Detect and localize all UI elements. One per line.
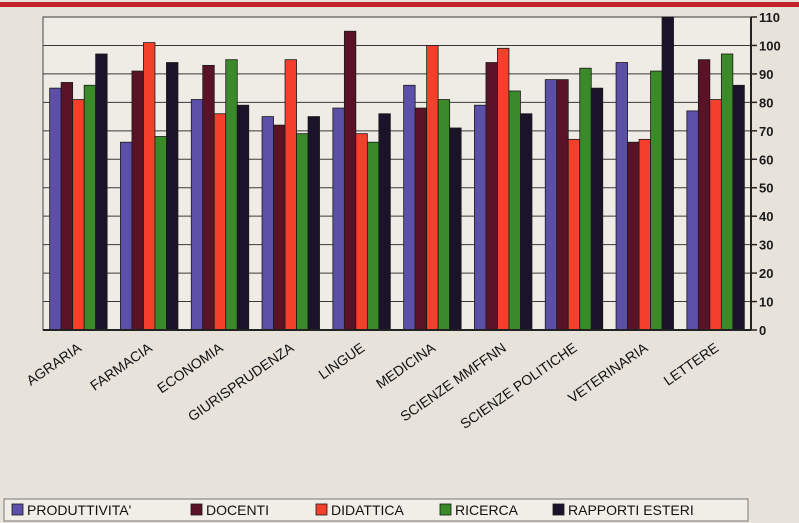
bar	[579, 67, 592, 331]
bar	[236, 104, 250, 331]
bar	[544, 79, 558, 331]
bar	[225, 59, 238, 331]
bar	[556, 79, 569, 331]
bar	[95, 53, 108, 331]
legend-swatch	[11, 503, 24, 516]
bar	[567, 138, 581, 331]
y-tick-label: 100	[759, 38, 781, 53]
legend-entry: RAPPORTI ESTERI	[568, 502, 694, 518]
y-tick-label: 50	[759, 181, 773, 196]
legend-swatch	[190, 503, 203, 516]
bar	[732, 84, 745, 331]
y-tick-label: 40	[759, 209, 773, 224]
bar	[414, 107, 428, 331]
bar	[72, 99, 85, 331]
y-tick-label: 60	[759, 152, 773, 167]
y-tick-label: 20	[759, 266, 773, 281]
y-tick-label: 90	[759, 67, 773, 82]
y-tick-label: 70	[759, 124, 773, 139]
bar	[190, 99, 204, 331]
legend-swatch	[552, 503, 565, 516]
bar	[615, 62, 628, 331]
bar	[49, 87, 62, 331]
bar	[296, 133, 309, 331]
bar	[720, 53, 734, 331]
bar	[520, 113, 533, 331]
bar	[474, 104, 487, 331]
bar	[213, 113, 227, 331]
bar	[697, 59, 711, 331]
bar	[60, 82, 74, 331]
bar	[426, 45, 439, 331]
bar	[661, 16, 674, 331]
bar	[627, 141, 640, 331]
bar	[366, 141, 380, 331]
legend-swatch	[315, 503, 328, 516]
bar	[261, 116, 274, 331]
y-tick-label: 0	[759, 323, 766, 338]
y-tick-label: 80	[759, 95, 773, 110]
bar	[355, 133, 368, 331]
bar	[497, 47, 510, 331]
legend-swatch	[439, 503, 452, 516]
bar	[154, 136, 167, 331]
bar	[686, 110, 699, 331]
bar	[709, 99, 722, 331]
bar	[143, 42, 156, 331]
legend-entry: PRODUTTIVITA'	[27, 502, 131, 518]
y-tick-label: 110	[759, 10, 780, 25]
bar	[403, 84, 416, 331]
bar	[343, 30, 357, 331]
bar	[449, 127, 462, 331]
bar	[120, 141, 133, 331]
bar	[131, 70, 144, 331]
bar	[83, 84, 97, 331]
bar	[332, 107, 345, 331]
y-tick-label: 30	[759, 238, 773, 253]
bar	[284, 59, 297, 331]
bar	[638, 138, 651, 331]
bar	[166, 62, 179, 331]
legend-entry: DOCENTI	[206, 502, 269, 518]
bar	[437, 99, 451, 331]
bar	[590, 87, 604, 331]
bar	[273, 124, 286, 331]
legend-entry: RICERCA	[455, 502, 519, 518]
top-red-rule	[0, 2, 799, 7]
y-tick-label: 10	[759, 295, 773, 310]
bar	[650, 70, 663, 331]
bar	[508, 90, 521, 331]
bar	[378, 113, 391, 331]
bar	[202, 64, 215, 331]
bar	[307, 116, 320, 331]
bar	[485, 62, 498, 331]
legend-entry: DIDATTICA	[331, 502, 405, 518]
